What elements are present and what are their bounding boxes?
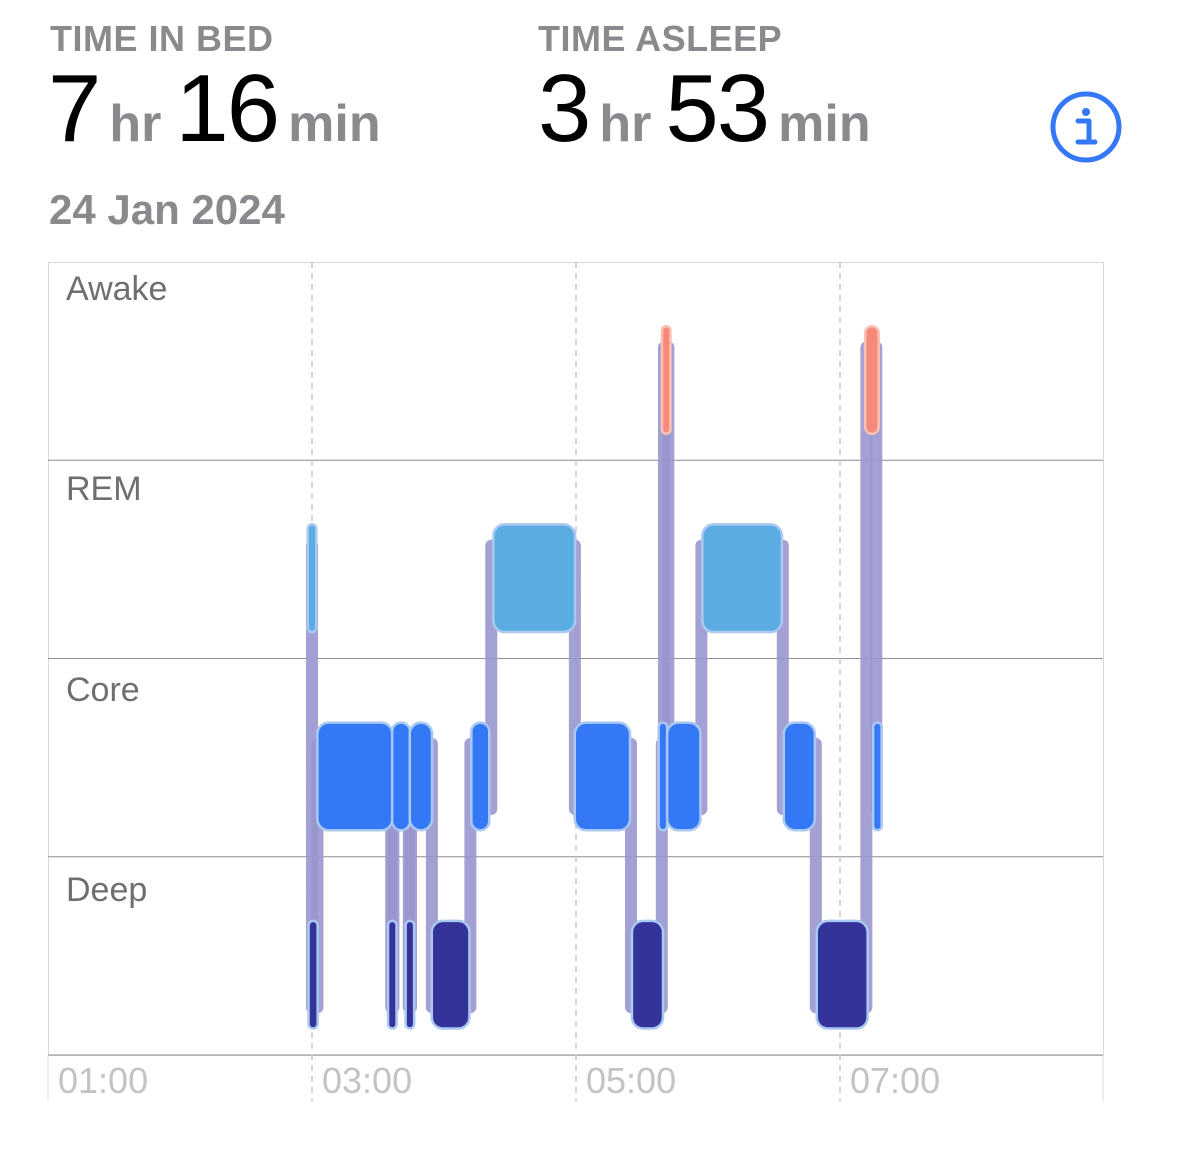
stage-bar-deep (307, 919, 319, 1030)
stage-bar-core (782, 721, 817, 832)
stage-bar-rem (701, 523, 784, 634)
stage-bar-core (470, 721, 491, 832)
stage-label-awake: Awake (66, 270, 168, 308)
x-tick-label: 05:00 (586, 1060, 677, 1101)
stage-bar-core (871, 721, 883, 832)
time-in-bed-label: TIME IN BED (50, 18, 274, 59)
stage-bar-core (665, 721, 702, 832)
stage-bar-deep (404, 919, 416, 1030)
time-in-bed-hours: 7 (48, 55, 101, 162)
stage-bar-core (657, 721, 669, 832)
time-asleep-hours: 3 (538, 55, 591, 162)
x-tick-label: 07:00 (850, 1060, 941, 1101)
time-in-bed-minutes-unit: min (288, 95, 381, 153)
time-asleep-label: TIME ASLEEP (538, 18, 783, 59)
x-tick-label: 03:00 (322, 1060, 413, 1101)
stage-bar-rem (492, 523, 577, 634)
time-in-bed-minutes: 16 (175, 55, 280, 162)
stage-label-deep: Deep (66, 871, 148, 909)
time-in-bed-hours-unit: hr (109, 95, 162, 153)
stage-bar-core (573, 721, 632, 832)
time-asleep-hours-unit: hr (599, 95, 652, 153)
stage-bar-deep (430, 919, 471, 1030)
stage-bar-deep (386, 919, 398, 1030)
stage-label-core: Core (66, 671, 140, 709)
time-asleep-minutes: 53 (665, 55, 770, 162)
stage-bar-deep (815, 919, 869, 1030)
time-in-bed-stat: TIME IN BED (50, 18, 274, 60)
time-asleep-minutes-unit: min (778, 95, 871, 153)
time-asleep-stat: TIME ASLEEP (538, 18, 782, 60)
info-circle-icon[interactable] (1049, 90, 1123, 164)
stage-label-rem: REM (66, 470, 142, 508)
stage-bar-awake (863, 324, 880, 435)
stage-bar-awake (660, 324, 672, 435)
time-asleep-value: 3 hr 53 min (538, 54, 871, 164)
stage-bar-deep (630, 919, 665, 1030)
stage-bar-rem (306, 523, 318, 634)
time-in-bed-value: 7 hr 16 min (48, 54, 381, 164)
stage-bar-core (316, 721, 394, 832)
stage-bar-core (408, 721, 434, 832)
x-tick-label: 01:00 (58, 1060, 149, 1101)
stage-bar-core (390, 721, 412, 832)
sleep-date: 24 Jan 2024 (49, 186, 285, 233)
